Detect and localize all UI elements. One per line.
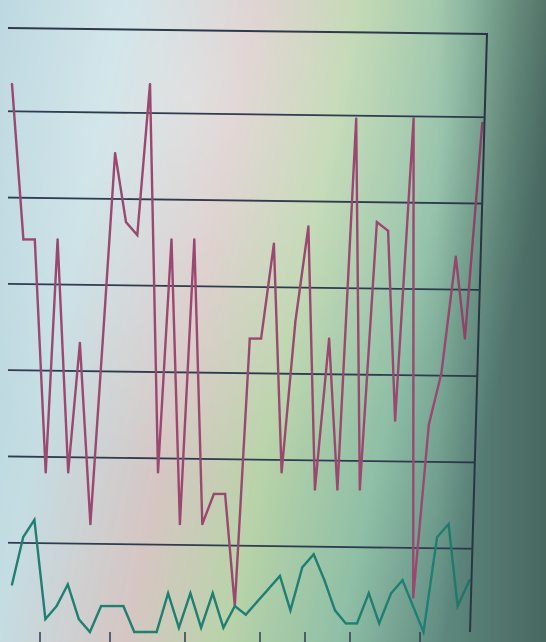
line-chart	[0, 0, 546, 642]
chart-photo	[0, 0, 546, 642]
edge-shadow	[0, 0, 546, 642]
